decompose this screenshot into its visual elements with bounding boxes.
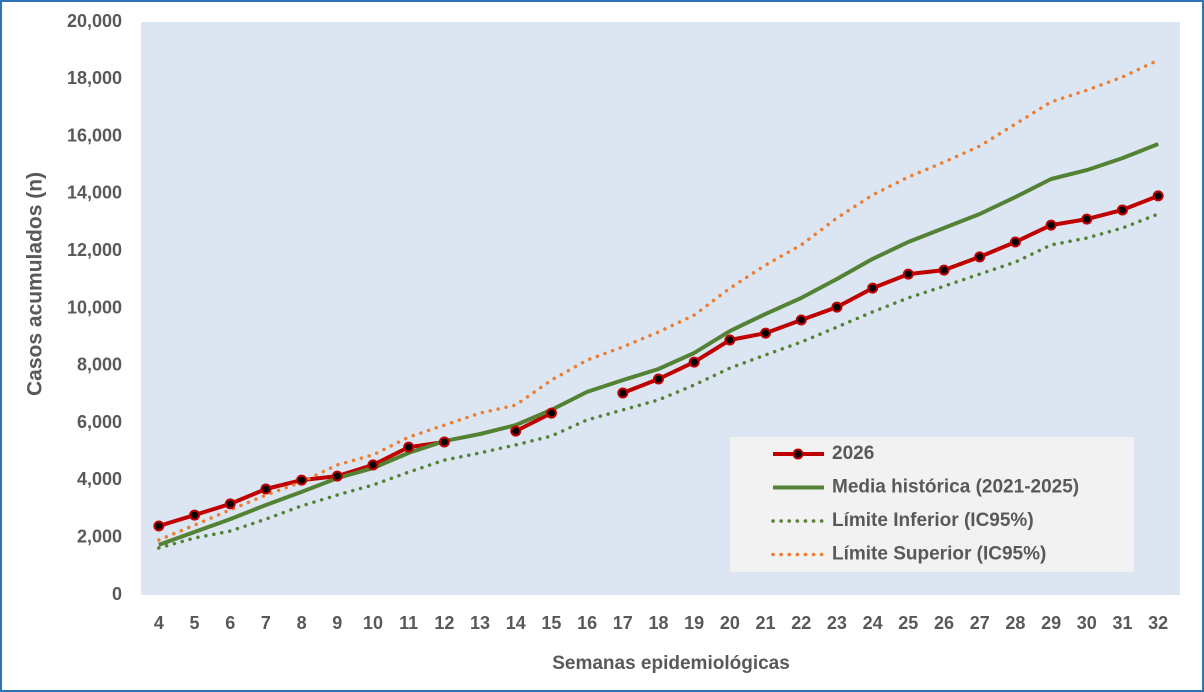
legend-label: Límite Inferior (IC95%) [832, 510, 1034, 531]
data-point [510, 425, 522, 437]
y-tick-label: 14,000 [67, 183, 122, 203]
x-tick-label: 7 [261, 613, 271, 633]
series-line [158, 142, 1159, 547]
data-point [189, 509, 201, 521]
x-tick-label: 9 [332, 613, 342, 633]
data-point [831, 301, 843, 313]
data-point [617, 387, 629, 399]
data-point [260, 483, 272, 495]
x-tick-label: 23 [827, 613, 847, 633]
data-point [795, 314, 807, 326]
x-tick-label: 21 [756, 613, 776, 633]
data-point [1009, 236, 1021, 248]
x-tick-label: 28 [1005, 613, 1025, 633]
x-tick-label: 27 [970, 613, 990, 633]
y-tick-label: 20,000 [67, 11, 122, 31]
x-tick-label: 11 [399, 613, 418, 633]
y-tick-label: 12,000 [67, 240, 122, 260]
x-tick-label: 12 [434, 613, 454, 633]
data-point [902, 268, 914, 280]
data-point [1045, 219, 1057, 231]
x-tick-label: 8 [297, 613, 307, 633]
data-point [1116, 204, 1128, 216]
y-tick-label: 16,000 [67, 125, 122, 145]
x-tick-label: 25 [898, 613, 918, 633]
y-tick-label: 6,000 [77, 412, 122, 432]
data-point [367, 459, 379, 471]
y-axis-label: Casos acumulados (n) [24, 172, 47, 396]
data-point [653, 373, 664, 385]
data-point [153, 520, 165, 532]
legend-marker [792, 448, 804, 460]
data-point [331, 470, 343, 482]
data-point [938, 264, 950, 276]
data-point [724, 334, 736, 346]
x-tick-label: 26 [934, 613, 954, 633]
x-tick-label: 30 [1077, 613, 1097, 633]
x-axis-label: Semanas epidemiológicas [552, 653, 790, 674]
y-tick-label: 0 [112, 584, 122, 604]
y-tick-label: 10,000 [67, 297, 122, 317]
data-point [1081, 213, 1093, 225]
x-tick-label: 14 [506, 613, 526, 633]
y-tick-label: 8,000 [77, 355, 122, 375]
x-tick-label: 17 [613, 613, 633, 633]
data-point [1152, 190, 1164, 202]
x-tick-label: 18 [648, 613, 668, 633]
legend-label: Límite Superior (IC95%) [832, 544, 1046, 565]
data-point [403, 441, 415, 453]
y-tick-label: 2,000 [77, 526, 122, 546]
x-tick-label: 15 [541, 613, 561, 633]
y-tick-label: 18,000 [67, 68, 122, 88]
legend-label: 2026 [832, 443, 874, 464]
data-point [688, 356, 700, 368]
data-point [438, 436, 450, 448]
x-tick-label: 29 [1041, 613, 1061, 633]
legend-box [730, 437, 1134, 572]
data-point [867, 282, 879, 294]
legend-label: Media histórica (2021-2025) [832, 477, 1079, 498]
y-tick-label: 4,000 [77, 469, 122, 489]
x-tick-label: 5 [190, 613, 200, 633]
x-tick-label: 32 [1148, 613, 1168, 633]
data-point [545, 407, 557, 419]
x-tick-label: 4 [154, 613, 164, 633]
x-tick-label: 6 [225, 613, 235, 633]
data-point [760, 327, 772, 339]
series-line [157, 58, 1160, 542]
x-tick-label: 19 [684, 613, 704, 633]
x-tick-label: 13 [470, 613, 490, 633]
x-tick-label: 16 [577, 613, 597, 633]
data-point [224, 498, 236, 510]
data-point [296, 474, 308, 486]
x-tick-label: 10 [363, 613, 383, 633]
x-tick-label: 24 [863, 613, 883, 633]
x-tick-label: 31 [1112, 613, 1132, 633]
x-tick-label: 22 [791, 613, 811, 633]
x-tick-label: 20 [720, 613, 740, 633]
data-point [974, 251, 986, 263]
